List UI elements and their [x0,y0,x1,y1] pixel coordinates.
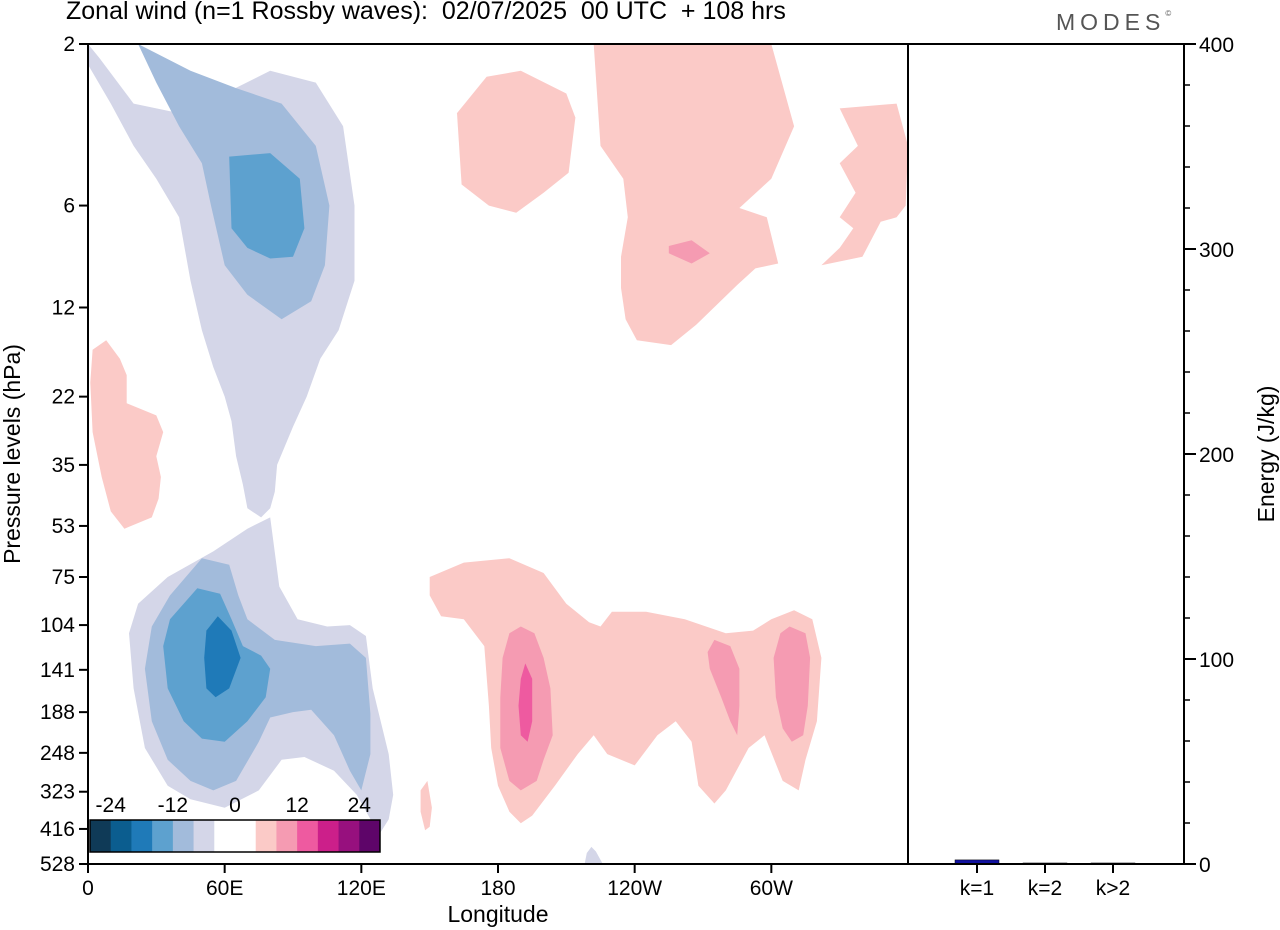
energy-tick-label: 400 [1199,34,1234,57]
bar-frame [907,43,1185,865]
x-tick-label: 120W [607,877,662,900]
neg-bottom-contour [584,846,603,864]
colorbar-swatch [338,820,360,852]
pos-lower-contour [707,639,740,736]
x-tick-label: 60E [206,877,243,900]
colorbar-swatch [172,820,195,852]
y-tick-label: 528 [40,853,75,876]
energy-category-label: k=1 [960,877,994,900]
x-tick-label: 180 [480,877,515,900]
energy-axis-title: Energy (J/kg) [1253,386,1279,523]
colorbar-swatch [297,820,319,852]
pos-lower-contour [518,663,533,742]
y-tick-label: 35 [52,454,75,477]
colorbar-label: 24 [348,794,372,817]
y-tick-label: 22 [52,386,75,409]
x-tick-label: 0 [82,877,94,900]
colorbar-swatch [276,820,298,852]
colorbar-label: 12 [285,794,308,817]
y-tick-label: 141 [40,659,75,682]
x-tick-label: 120E [337,877,386,900]
colorbar-swatch [131,820,153,852]
y-tick-label: 248 [40,742,75,765]
colorbar: -24 -12 0 12 24 [89,794,381,853]
colorbar-swatch [255,820,277,852]
colorbar-swatch [317,820,340,852]
x-tick-label: 60W [750,877,793,900]
y-tick-label: 188 [40,701,75,724]
pos-lower-contour [773,626,811,742]
pos-lower-contour [420,780,432,831]
neg-upper-contour [229,153,305,259]
colorbar-swatch [214,820,236,852]
colorbar-swatch [235,820,257,852]
y-tick-label: 2 [63,33,75,56]
colorbar-label: -24 [96,794,127,817]
y-tick-label: 323 [40,781,75,804]
colorbar-swatch [90,820,112,852]
pos-upper-contour [668,240,710,264]
y-tick-label: 104 [40,614,75,637]
contour-layer [88,44,908,864]
energy-category-label: k=2 [1028,877,1062,900]
energy-tick-label: 0 [1199,854,1211,877]
energy-tick-label: 300 [1199,239,1234,262]
brand-name: MODES [1056,9,1166,35]
y-tick-label: 12 [52,296,75,319]
energy-bar-axes: 0 100 200 300 400 k=1 k=2 k>2 [954,34,1234,900]
y-tick-label: 75 [52,566,75,589]
x-axis-title: Longitude [447,901,548,927]
brand-logo: MODES© [1056,9,1171,36]
pos-upper-contour [821,103,908,266]
pos-upper-contour [457,70,576,213]
colorbar-swatch [110,820,132,852]
energy-tick-label: 200 [1199,444,1234,467]
chart-title: Zonal wind (n=1 Rossby waves): 02/07/202… [66,0,786,25]
colorbar-frame [89,819,381,853]
y-tick-label: 53 [52,515,75,538]
energy-category-label: k>2 [1096,877,1130,900]
y-axis-title: Pressure levels (hPa) [0,344,25,564]
colorbar-label: -12 [158,794,188,817]
colorbar-swatch [193,820,215,852]
pos-upper-left-contour [90,340,164,529]
pos-upper-contour [593,44,795,346]
colorbar-label: 0 [229,794,241,817]
y-tick-label: 6 [63,195,75,218]
colorbar-swatch [152,820,174,852]
energy-tick-label: 100 [1199,649,1234,672]
copyright-mark: © [1165,9,1172,18]
colorbar-swatch [359,820,381,852]
neg-lower-contour [204,616,241,698]
y-tick-label: 416 [40,818,75,841]
